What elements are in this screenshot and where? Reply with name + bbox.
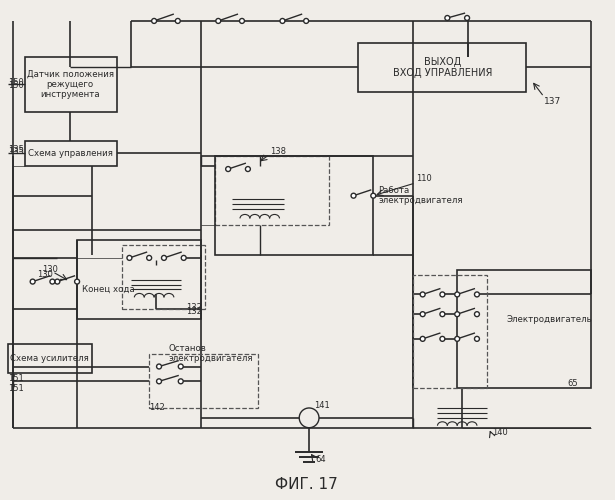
Circle shape [175,18,180,24]
Text: 130: 130 [42,265,58,274]
Circle shape [445,16,450,20]
Circle shape [420,336,425,342]
Text: Электродвигатель: Электродвигатель [507,314,592,324]
Text: ФИГ. 17: ФИГ. 17 [275,478,338,492]
Text: Конец хода: Конец хода [82,285,135,294]
Text: 140: 140 [492,428,507,437]
Circle shape [50,279,55,284]
Circle shape [280,18,285,24]
Text: Датчик положения
режущего
инструмента: Датчик положения режущего инструмента [26,69,114,99]
Text: 135: 135 [8,145,24,154]
Text: 130: 130 [38,270,54,279]
Bar [359,42,526,92]
Text: ВЫХОД
ВХОД УПРАВЛЕНИЯ: ВЫХОД ВХОД УПРАВЛЕНИЯ [393,56,492,78]
Bar [77,240,200,319]
Text: 132: 132 [186,306,202,316]
Bar [25,58,117,112]
Circle shape [226,166,231,172]
Bar [122,245,205,309]
Text: 141: 141 [314,402,330,410]
Circle shape [475,336,480,342]
Text: 151: 151 [8,384,24,392]
Text: 151: 151 [8,374,24,383]
Circle shape [162,256,167,260]
Text: Работа
электродвигателя: Работа электродвигателя [378,186,462,206]
Circle shape [147,256,152,260]
Circle shape [127,256,132,260]
Text: Схема усилителя: Схема усилителя [10,354,89,363]
Circle shape [440,336,445,342]
Circle shape [440,292,445,297]
Circle shape [178,364,183,369]
Text: 150: 150 [8,78,24,86]
Circle shape [245,166,250,172]
Circle shape [371,193,376,198]
Circle shape [30,279,35,284]
Text: 142: 142 [149,404,165,412]
Circle shape [351,193,356,198]
Circle shape [475,312,480,316]
Circle shape [464,16,470,20]
Text: 65: 65 [568,379,579,388]
Text: 132: 132 [186,303,202,312]
Text: 135: 135 [8,147,24,156]
Text: Останов
электродвигателя: Останов электродвигателя [169,344,253,363]
Circle shape [152,18,157,24]
Bar [413,274,487,388]
Circle shape [304,18,309,24]
Circle shape [420,292,425,297]
Circle shape [420,312,425,316]
Bar [215,156,373,255]
Text: 137: 137 [544,98,561,106]
Circle shape [454,312,459,316]
Circle shape [178,379,183,384]
Circle shape [55,279,60,284]
Circle shape [475,292,480,297]
Circle shape [239,18,244,24]
Circle shape [157,379,162,384]
Text: 150: 150 [8,80,24,90]
Circle shape [216,18,221,24]
Bar [149,354,258,408]
Text: 64: 64 [315,455,326,464]
Bar [8,344,92,374]
Circle shape [454,292,459,297]
Text: Схема управления: Схема управления [28,148,113,158]
Bar [25,142,117,166]
Circle shape [454,336,459,342]
Circle shape [157,364,162,369]
Circle shape [74,279,79,284]
Text: 138: 138 [269,147,285,156]
Circle shape [440,312,445,316]
Bar [457,270,590,388]
Text: 110: 110 [416,174,432,184]
Circle shape [181,256,186,260]
Bar [215,156,329,226]
